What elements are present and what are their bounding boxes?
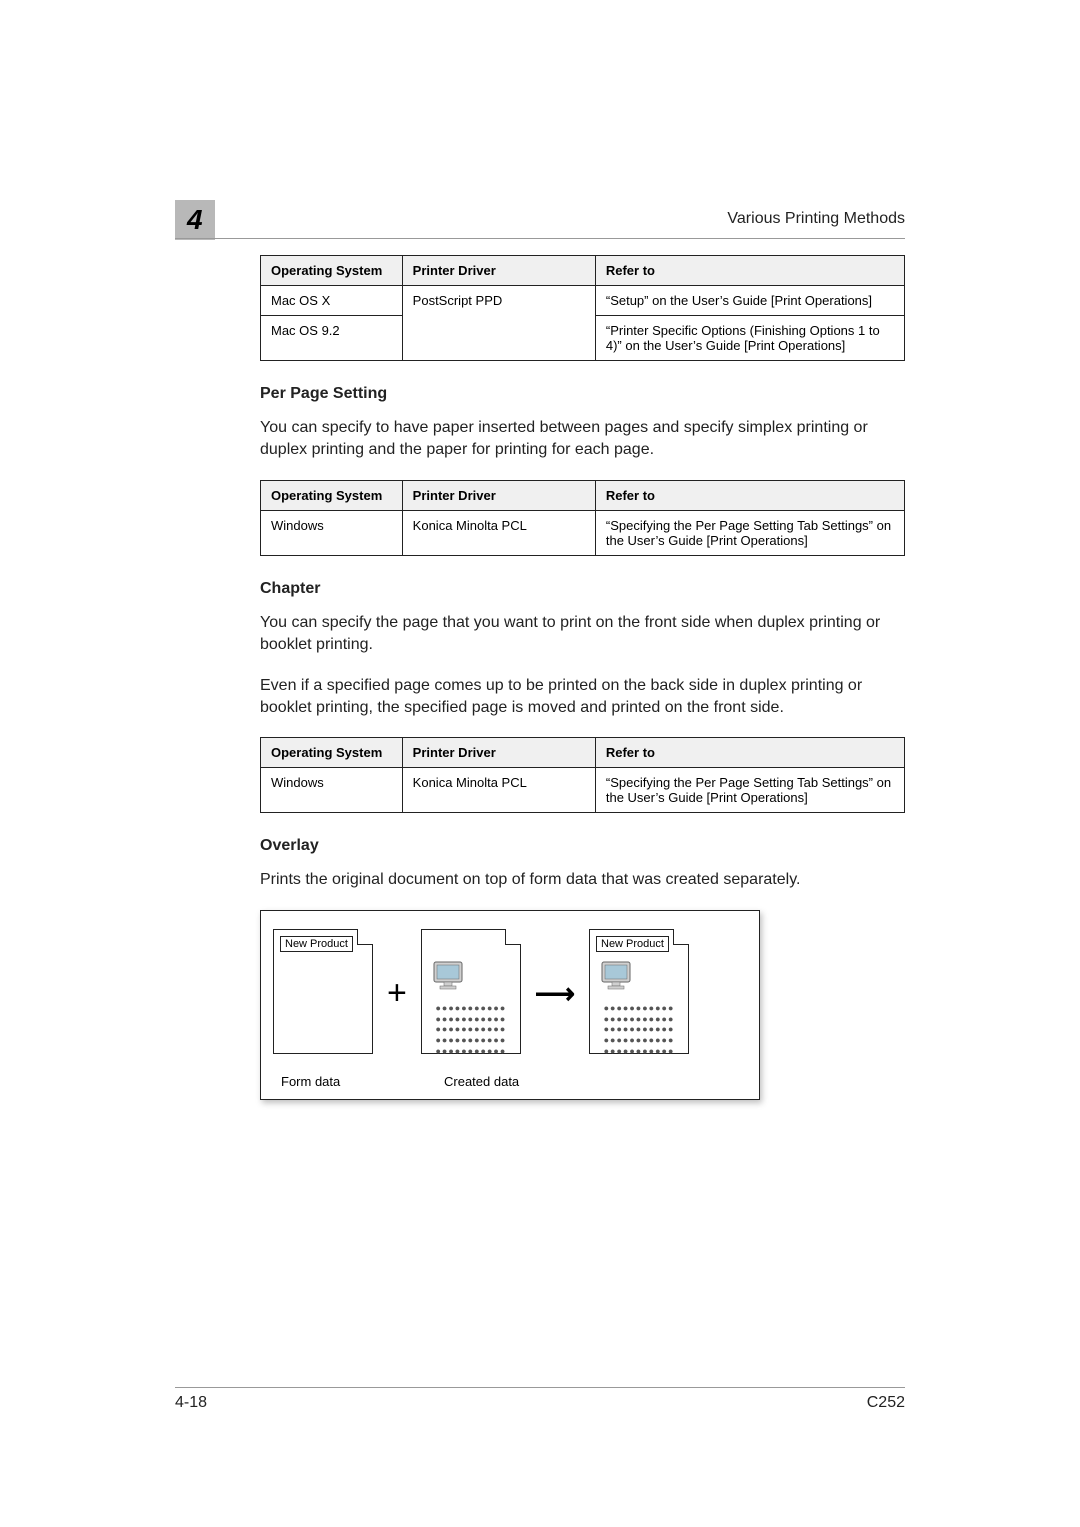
table-row: Windows Konica Minolta PCL “Specifying t… (261, 510, 905, 555)
driver-table-2: Operating System Printer Driver Refer to… (260, 480, 905, 556)
overlay-diagram: New Product + ●●●●●●●●●●●●●●●●●●●●●●●●●●… (260, 910, 760, 1100)
doc-content: ●●●●●●●●●●●●●●●●●●●●●●●●●●●●●●●●●●●●●●●●… (598, 958, 680, 1045)
section-heading-overlay: Overlay (260, 837, 905, 855)
cell-driver: PostScript PPD (402, 286, 595, 361)
cell-driver: Konica Minolta PCL (402, 768, 595, 813)
monitor-icon (430, 960, 466, 992)
product-label: New Product (596, 936, 669, 952)
caption-form-data: Form data (281, 1074, 340, 1089)
page-footer: 4-18 C252 (175, 1387, 905, 1412)
body-text: Prints the original document on top of f… (260, 869, 905, 891)
caption-created-data: Created data (444, 1074, 519, 1089)
col-os-header: Operating System (261, 738, 403, 768)
cell-os: Mac OS 9.2 (261, 316, 403, 361)
page-title: Various Printing Methods (727, 210, 905, 228)
body-text: Even if a specified page comes up to be … (260, 675, 905, 720)
page-fold-icon (357, 929, 373, 945)
created-data-doc: ●●●●●●●●●●●●●●●●●●●●●●●●●●●●●●●●●●●●●●●●… (421, 929, 521, 1054)
cell-os: Mac OS X (261, 286, 403, 316)
page-fold-icon (505, 929, 521, 945)
result-doc: New Product ●●●●●●●●●●●●●●●●●●●●●●●●●●●●… (589, 929, 689, 1054)
cell-refer: “Printer Specific Options (Finishing Opt… (595, 316, 904, 361)
plus-icon: + (387, 974, 407, 1013)
cell-os: Windows (261, 510, 403, 555)
driver-table-3: Operating System Printer Driver Refer to… (260, 737, 905, 813)
monitor-icon (598, 960, 634, 992)
col-refer-header: Refer to (595, 256, 904, 286)
driver-table-1: Operating System Printer Driver Refer to… (260, 255, 905, 361)
cell-refer: “Specifying the Per Page Setting Tab Set… (595, 510, 904, 555)
arrow-right-icon: ⟶ (535, 977, 575, 1010)
chapter-number: 4 (175, 200, 215, 240)
table-row: Mac OS X PostScript PPD “Setup” on the U… (261, 286, 905, 316)
text-lines-icon: ●●●●●●●●●●●●●●●●●●●●●●●●●●●●●●●●●●●●●●●●… (430, 1003, 512, 1057)
col-refer-header: Refer to (595, 480, 904, 510)
body-text: You can specify to have paper inserted b… (260, 417, 905, 462)
page-number: 4-18 (175, 1394, 207, 1412)
col-os-header: Operating System (261, 480, 403, 510)
text-lines-icon: ●●●●●●●●●●●●●●●●●●●●●●●●●●●●●●●●●●●●●●●●… (598, 1003, 680, 1057)
product-label: New Product (280, 936, 353, 952)
model-number: C252 (867, 1394, 905, 1412)
col-driver-header: Printer Driver (402, 480, 595, 510)
body-text: You can specify the page that you want t… (260, 612, 905, 657)
doc-content: ●●●●●●●●●●●●●●●●●●●●●●●●●●●●●●●●●●●●●●●●… (430, 958, 512, 1045)
col-driver-header: Printer Driver (402, 256, 595, 286)
col-os-header: Operating System (261, 256, 403, 286)
cell-refer: “Specifying the Per Page Setting Tab Set… (595, 768, 904, 813)
cell-refer: “Setup” on the User’s Guide [Print Opera… (595, 286, 904, 316)
table-row: Windows Konica Minolta PCL “Specifying t… (261, 768, 905, 813)
page-content: Operating System Printer Driver Refer to… (260, 255, 905, 1100)
page-fold-icon (673, 929, 689, 945)
chapter-header: 4 (175, 200, 215, 240)
table-header-row: Operating System Printer Driver Refer to (261, 480, 905, 510)
table-header-row: Operating System Printer Driver Refer to (261, 738, 905, 768)
form-data-doc: New Product (273, 929, 373, 1054)
section-heading-per-page: Per Page Setting (260, 385, 905, 403)
cell-os: Windows (261, 768, 403, 813)
section-heading-chapter: Chapter (260, 580, 905, 598)
header-rule (175, 238, 905, 239)
col-driver-header: Printer Driver (402, 738, 595, 768)
col-refer-header: Refer to (595, 738, 904, 768)
table-header-row: Operating System Printer Driver Refer to (261, 256, 905, 286)
cell-driver: Konica Minolta PCL (402, 510, 595, 555)
